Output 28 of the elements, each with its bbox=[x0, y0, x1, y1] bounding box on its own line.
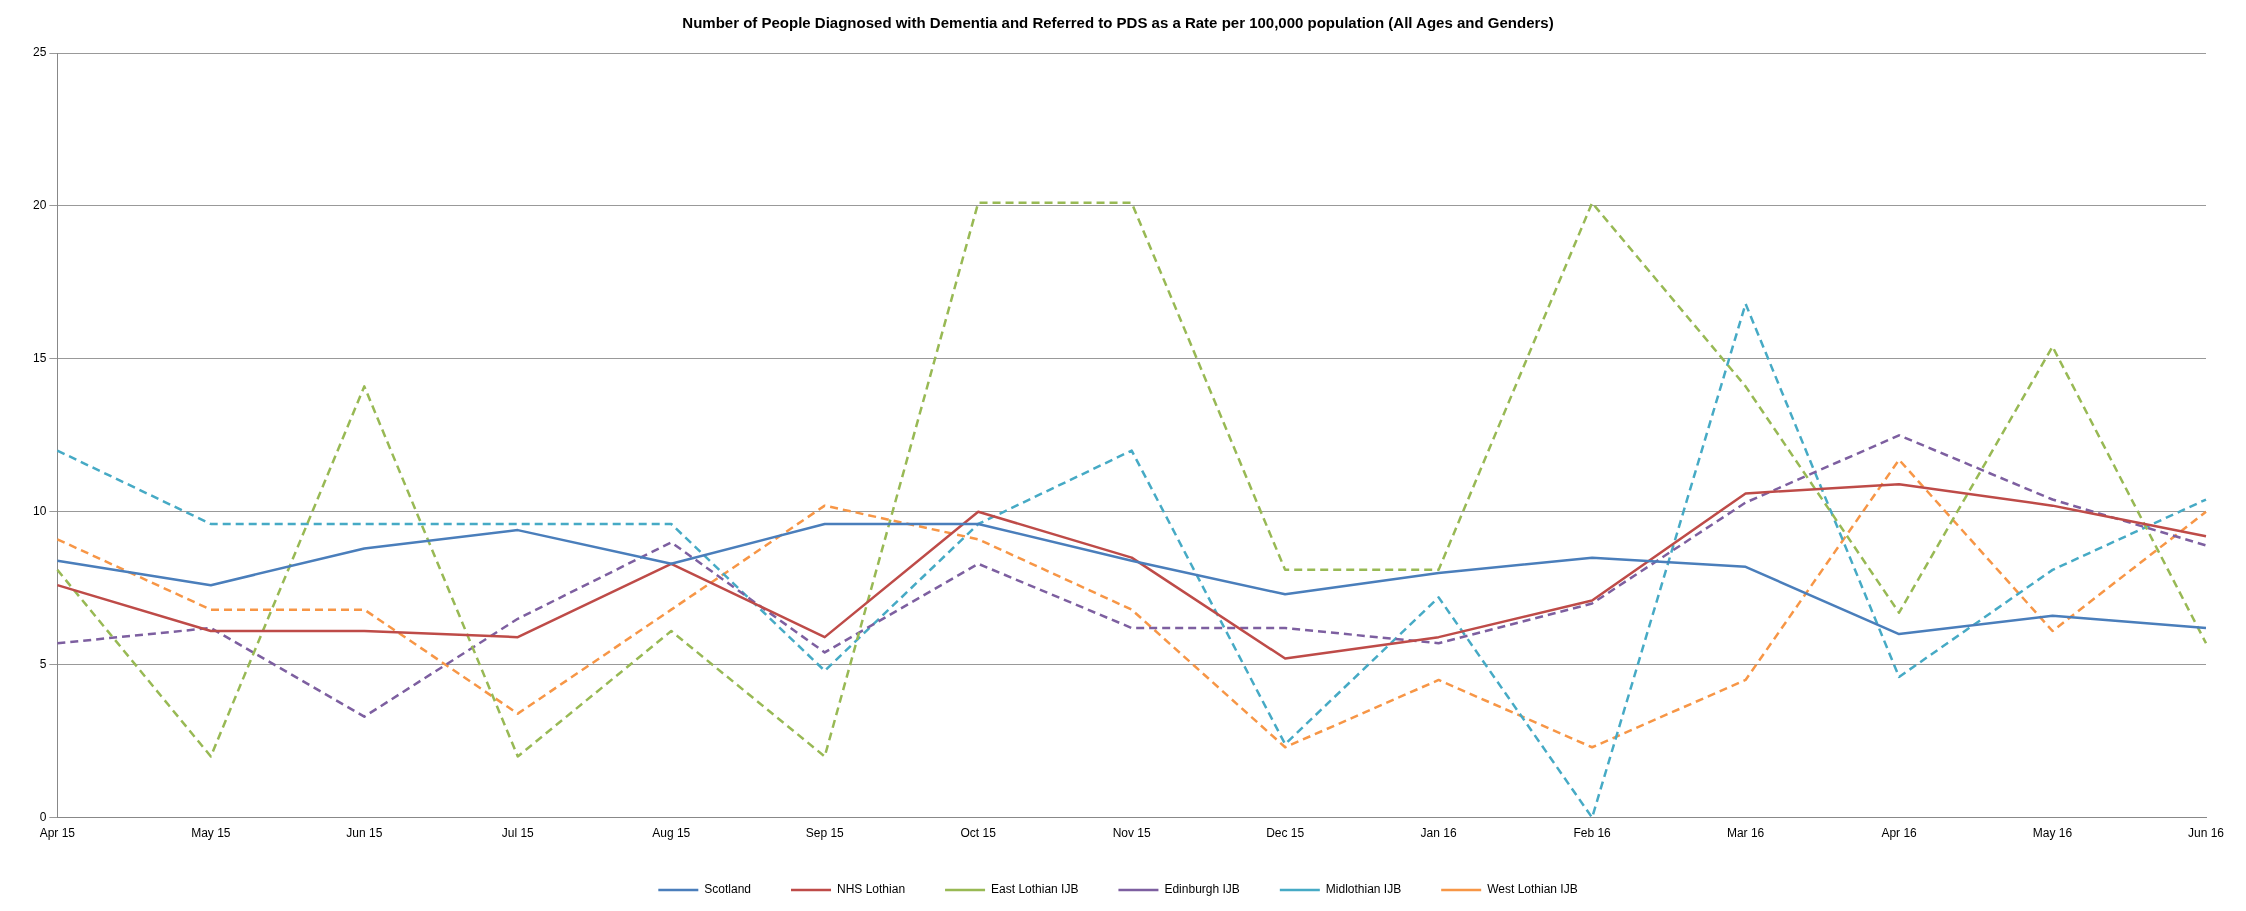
y-tick-label: 10 bbox=[32, 504, 47, 519]
x-tick-label: Jun 16 bbox=[2187, 826, 2225, 841]
x-tick-label: Feb 16 bbox=[1573, 826, 1612, 841]
x-tick-label: Apr 16 bbox=[1881, 826, 1918, 841]
x-tick-label: Jun 15 bbox=[346, 826, 383, 841]
x-tick-label: Jul 15 bbox=[501, 826, 535, 841]
legend-label: West Lothian IJB bbox=[1487, 882, 1578, 897]
legend-label: Edinburgh IJB bbox=[1164, 882, 1240, 897]
legend-label: Midlothian IJB bbox=[1325, 882, 1402, 897]
legend-label: Scotland bbox=[704, 882, 752, 897]
y-tick-label: 25 bbox=[32, 45, 47, 60]
x-tick-label: Apr 15 bbox=[39, 826, 76, 841]
legend-label: East Lothian IJB bbox=[991, 882, 1079, 897]
x-tick-label: Sep 15 bbox=[805, 826, 845, 841]
legend-label: NHS Lothian bbox=[837, 882, 906, 897]
chart-title: Number of People Diagnosed with Dementia and Referred to PDS as a Rate per 100,000 population (All Ages and Genders) bbox=[682, 14, 1554, 32]
x-tick-label: Aug 15 bbox=[652, 826, 691, 841]
x-tick-label: May 16 bbox=[2032, 826, 2073, 841]
x-tick-label: Nov 15 bbox=[1112, 826, 1152, 841]
y-tick-label: 0 bbox=[39, 809, 47, 824]
x-tick-label: Oct 15 bbox=[960, 826, 997, 841]
y-tick-label: 15 bbox=[32, 351, 47, 366]
x-tick-label: May 15 bbox=[191, 826, 231, 841]
x-tick-label: Dec 15 bbox=[1266, 826, 1305, 841]
x-tick-label: Mar 16 bbox=[1726, 826, 1765, 841]
y-tick-label: 5 bbox=[39, 656, 47, 671]
x-tick-label: Jan 16 bbox=[1420, 826, 1457, 841]
y-tick-label: 20 bbox=[32, 198, 47, 213]
